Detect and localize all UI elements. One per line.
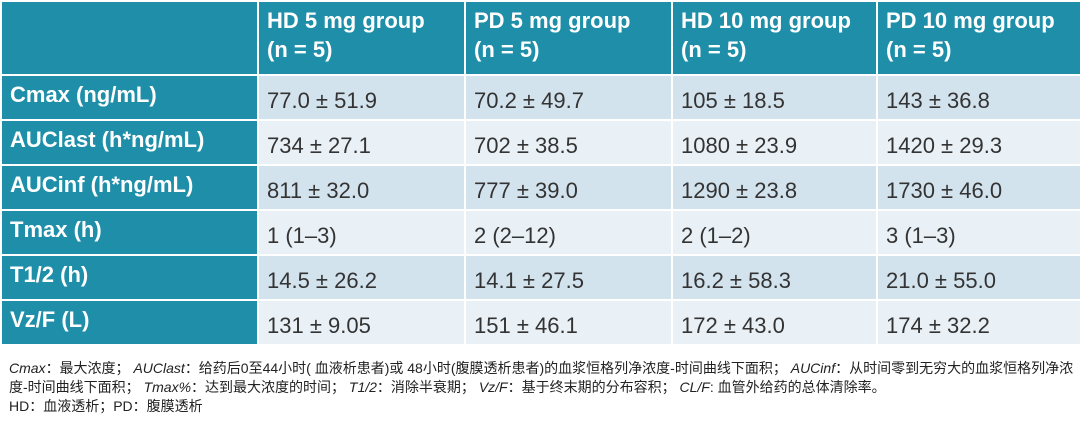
table-cell: 70.2 ± 49.7 xyxy=(464,74,673,121)
column-header-pd-10mg: PD 10 mg group (n = 5) xyxy=(876,0,1080,76)
table-cell: 3 (1–3) xyxy=(876,209,1080,256)
footnote-term: Cmax xyxy=(9,360,46,376)
table-cell: 77.0 ± 51.9 xyxy=(257,74,466,121)
footnote-definitions: Cmax：最大浓度； AUClast：给药后0至44小时( 血液析患者)或 48… xyxy=(9,359,1075,397)
table-cell: 16.2 ± 58.3 xyxy=(671,254,878,301)
table-cell: 131 ± 9.05 xyxy=(257,299,466,346)
column-header-hd-5mg: HD 5 mg group (n = 5) xyxy=(257,0,466,76)
table-cell: 172 ± 43.0 xyxy=(671,299,878,346)
row-label: Tmax (h) xyxy=(0,209,259,256)
table-cell: 151 ± 46.1 xyxy=(464,299,673,346)
footnote-term: Tmax% xyxy=(143,379,192,395)
table-cell: 14.5 ± 26.2 xyxy=(257,254,466,301)
column-header-hd-10mg: HD 10 mg group (n = 5) xyxy=(671,0,878,76)
table-cell: 143 ± 36.8 xyxy=(876,74,1080,121)
row-label: AUCinf (h*ng/mL) xyxy=(0,164,259,211)
header-corner xyxy=(0,0,259,76)
footnote-term: T1/2 xyxy=(348,379,377,395)
column-header-pd-5mg: PD 5 mg group (n = 5) xyxy=(464,0,673,76)
table-cell: 21.0 ± 55.0 xyxy=(876,254,1080,301)
table-cell: 1290 ± 23.8 xyxy=(671,164,878,211)
footnote-term: AUCinf xyxy=(790,360,836,376)
table-row: Cmax (ng/mL) 77.0 ± 51.9 70.2 ± 49.7 105… xyxy=(0,74,1080,121)
footnote-definition: ：最大浓度； xyxy=(45,360,130,376)
footnotes: Cmax：最大浓度； AUClast：给药后0至44小时( 血液析患者)或 48… xyxy=(9,359,1075,416)
table-row: T1/2 (h) 14.5 ± 26.2 14.1 ± 27.5 16.2 ± … xyxy=(0,254,1080,301)
row-label: AUClast (h*ng/mL) xyxy=(0,119,259,166)
table-cell: 1080 ± 23.9 xyxy=(671,119,878,166)
footnote-abbreviations: HD：血液透析；PD：腹膜透析 xyxy=(9,398,203,414)
table-row: AUCinf (h*ng/mL) 811 ± 32.0 777 ± 39.0 1… xyxy=(0,164,1080,211)
footnote-definition: : 血管外给药的总体清除率。 xyxy=(709,379,886,395)
table-row: Tmax (h) 1 (1–3) 2 (2–12) 2 (1–2) 3 (1–3… xyxy=(0,209,1080,256)
footnote-term: CL/F xyxy=(679,379,710,395)
table-cell: 777 ± 39.0 xyxy=(464,164,673,211)
footnote-definition: ：消除半衰期； xyxy=(376,379,475,395)
table-row: Vz/F (L) 131 ± 9.05 151 ± 46.1 172 ± 43.… xyxy=(0,299,1080,346)
footnote-term: AUClast xyxy=(133,360,185,376)
header-row: HD 5 mg group (n = 5) PD 5 mg group (n = 5… xyxy=(0,0,1080,76)
table-cell: 811 ± 32.0 xyxy=(257,164,466,211)
table-cell: 2 (2–12) xyxy=(464,209,673,256)
footnote-definition: ：从时间零到无穷大的血浆恒格列净浓度-时间曲线下面积； xyxy=(9,360,1074,395)
table-cell: 105 ± 18.5 xyxy=(671,74,878,121)
table-cell: 14.1 ± 27.5 xyxy=(464,254,673,301)
footnote-definition: ：给药后0至44小时( 血液析患者)或 48小时(腹膜透析患者)的血浆恒格列净浓… xyxy=(184,360,787,376)
table-cell: 1420 ± 29.3 xyxy=(876,119,1080,166)
table-cell: 2 (1–2) xyxy=(671,209,878,256)
table-row: AUClast (h*ng/mL) 734 ± 27.1 702 ± 38.5 … xyxy=(0,119,1080,166)
table-cell: 1730 ± 46.0 xyxy=(876,164,1080,211)
table-cell: 1 (1–3) xyxy=(257,209,466,256)
footnote-term: Vz/F xyxy=(478,379,508,395)
table-cell: 734 ± 27.1 xyxy=(257,119,466,166)
row-label: Cmax (ng/mL) xyxy=(0,74,259,121)
footnote-definition: ：基于终末期的分布容积； xyxy=(507,379,676,395)
row-label: T1/2 (h) xyxy=(0,254,259,301)
pk-table: HD 5 mg group (n = 5) PD 5 mg group (n = 5… xyxy=(0,0,1080,346)
table-cell: 174 ± 32.2 xyxy=(876,299,1080,346)
row-label: Vz/F (L) xyxy=(0,299,259,346)
table-cell: 702 ± 38.5 xyxy=(464,119,673,166)
footnote-definition: ：达到最大浓度的时间； xyxy=(191,379,346,395)
